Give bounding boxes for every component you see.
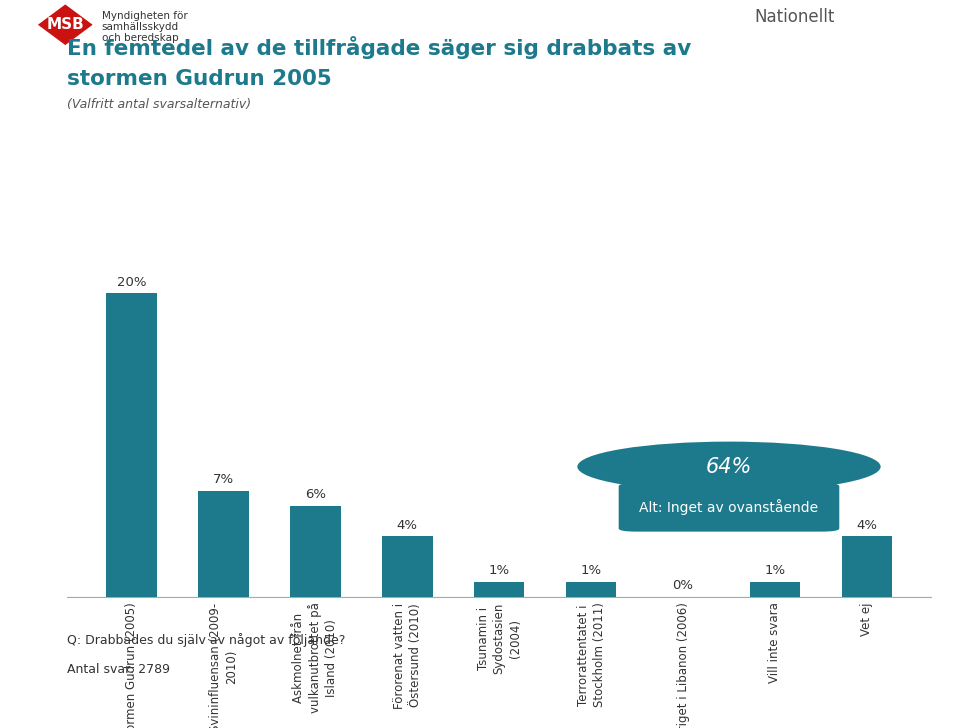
Text: MSB: MSB bbox=[46, 17, 84, 32]
Bar bbox=[565, 582, 616, 597]
Text: stormen Gudrun 2005: stormen Gudrun 2005 bbox=[67, 69, 332, 89]
Text: 7%: 7% bbox=[213, 473, 234, 486]
Text: 20%: 20% bbox=[117, 275, 146, 288]
Text: Alt: Inget av ovanstående: Alt: Inget av ovanstående bbox=[639, 499, 819, 515]
Text: samhällsskydd: samhällsskydd bbox=[102, 22, 179, 32]
Text: Antal svar: 2789: Antal svar: 2789 bbox=[67, 663, 170, 676]
Bar bbox=[474, 582, 524, 597]
Text: En femtedel av de tillfrågade säger sig drabbats av: En femtedel av de tillfrågade säger sig … bbox=[67, 36, 691, 60]
Text: 6%: 6% bbox=[305, 488, 325, 502]
Text: Nationellt: Nationellt bbox=[755, 9, 834, 26]
Bar bbox=[842, 537, 892, 597]
Text: 4%: 4% bbox=[856, 518, 877, 531]
Text: 1%: 1% bbox=[764, 564, 785, 577]
Bar bbox=[107, 293, 156, 597]
Bar bbox=[750, 582, 801, 597]
Ellipse shape bbox=[577, 442, 880, 491]
Text: 64%: 64% bbox=[706, 456, 753, 477]
FancyBboxPatch shape bbox=[618, 483, 839, 531]
Text: Myndigheten för: Myndigheten för bbox=[102, 11, 187, 20]
Text: och beredskap: och beredskap bbox=[102, 33, 179, 43]
Text: (Valfritt antal svarsalternativ): (Valfritt antal svarsalternativ) bbox=[67, 98, 252, 111]
Text: 1%: 1% bbox=[489, 564, 510, 577]
Text: Q: Drabbades du själv av något av följande?: Q: Drabbades du själv av något av följan… bbox=[67, 633, 346, 647]
Bar bbox=[382, 537, 433, 597]
Text: 4%: 4% bbox=[396, 518, 418, 531]
Bar bbox=[290, 506, 341, 597]
Polygon shape bbox=[37, 4, 92, 45]
Text: 0%: 0% bbox=[673, 579, 693, 593]
Bar bbox=[198, 491, 249, 597]
Text: 1%: 1% bbox=[581, 564, 602, 577]
